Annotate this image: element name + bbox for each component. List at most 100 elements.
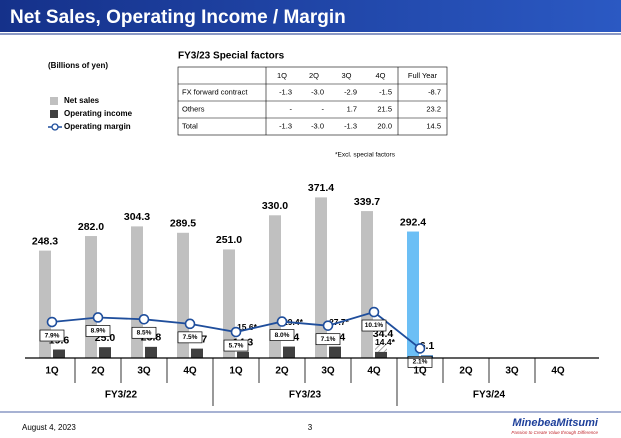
margin-label: 7.5% [183,334,198,341]
x-tick-label: 4Q [367,366,381,377]
value-label: 289.5 [170,218,196,230]
margin-label: 7.1% [321,336,336,343]
bar [329,346,341,358]
margin-label-box [177,331,203,344]
bar [191,348,203,358]
bar [131,226,143,358]
table-cell: -2.9 [344,87,357,96]
x-tick-label: 4Q [183,366,197,377]
table-header: 2Q [309,71,319,80]
table-cell: 1.7 [347,104,357,113]
x-tick-label: 2Q [275,366,289,377]
x-tick-label: 1Q [45,366,59,377]
x-tick-label: 3Q [321,366,335,377]
bar [315,197,327,358]
table-header: 4Q [375,71,385,80]
table-header: 1Q [277,71,287,80]
group-label: FY3/24 [473,390,506,401]
table-cell: - [290,104,293,113]
bar [407,231,419,358]
page-number: 3 [308,423,313,432]
margin-label-box [407,356,433,368]
table-cell: 20.0 [377,121,392,130]
value-label: 15.6* [237,322,258,332]
legend-label: Operating margin [64,122,131,131]
table-cell: -3.0 [311,87,324,96]
table-cell: -3.0 [311,121,324,130]
margin-point [322,320,334,331]
bar [99,347,111,358]
table-cell: -1.3 [279,87,292,96]
margin-label: 7.9% [45,332,60,339]
x-tick-label: 4Q [551,366,565,377]
value-label: 304.3 [124,211,150,223]
value-label: 371.4 [308,182,334,194]
value-label: 282.0 [78,221,104,233]
margin-point [92,312,104,323]
note: *Excl. special factors [335,152,396,159]
legend-swatch [50,110,58,118]
value-label: 292.4 [400,216,426,228]
tagline: Passion to Create Value through Differen… [511,430,598,435]
value-label: 339.7 [354,196,380,208]
legend-label: Operating income [64,109,133,118]
margin-label: 8.0% [275,332,290,339]
margin-label: 8.5% [137,330,152,337]
table-cell: -1.5 [379,87,392,96]
margin-point [368,306,380,318]
margin-point [276,316,288,327]
table-cell: - [322,104,325,113]
legend: Net sales Operating income Operating margi… [48,96,133,131]
margin-label-box [361,319,387,332]
table-cell: 14.5 [426,121,441,130]
table-cell: -1.3 [344,121,357,130]
plot: 248.319.6282.025.0304.325.8289.521.7251.… [25,182,599,406]
margin-label-box [315,333,341,346]
group-label: FY3/23 [289,390,322,401]
margin-point [230,326,242,338]
margin-label: 5.7% [229,342,244,349]
table-cell: -1.3 [279,121,292,130]
x-tick-label: 2Q [91,366,105,377]
table-title: FY3/23 Special factors [178,51,285,62]
table-row-label: FX forward contract [182,87,248,96]
x-tick-label: 3Q [137,366,151,377]
margin-label-box [223,339,249,352]
value-label: 251.0 [216,234,242,246]
header-bar [0,0,621,32]
unit-label: (Billions of yen) [48,61,108,70]
x-tick-label: 1Q [229,366,243,377]
value-label: 14.4* [375,337,396,347]
bar [283,346,295,358]
value-label: 248.3 [32,235,58,247]
margin-point [414,343,426,354]
table-cell: 23.2 [426,104,441,113]
table-cell: -8.7 [428,87,441,96]
margin-label: 10.1% [365,322,384,329]
table: 1Q 2Q 3Q 4Q Full Year FX forward contract -1.3… [177,66,448,136]
x-tick-label: 1Q [413,366,427,377]
margin-label: 2.1% [413,359,428,366]
footer-date: August 4, 2023 [22,423,76,432]
legend-swatch [50,97,58,105]
bar [145,346,157,358]
table-header: Full Year [408,71,438,80]
value-label: 330.0 [262,200,288,212]
margin-label-box [269,329,295,341]
table-row-label: Total [182,121,198,130]
margin-label-box [39,329,65,342]
slide-title: Net Sales, Operating Income / Margin [10,7,346,28]
margin-label-box [131,326,157,339]
legend-marker [51,123,59,131]
x-tick-label: 2Q [459,366,473,377]
legend-label: Net sales [64,96,100,105]
bar [375,351,387,358]
margin-point [184,318,196,330]
margin-label-box [85,325,111,337]
x-tick-label: 3Q [505,366,519,377]
bar [375,343,387,352]
bar [237,351,249,358]
table-row-label: Others [182,104,205,113]
logo: MinebeaMitsumi [512,417,599,429]
